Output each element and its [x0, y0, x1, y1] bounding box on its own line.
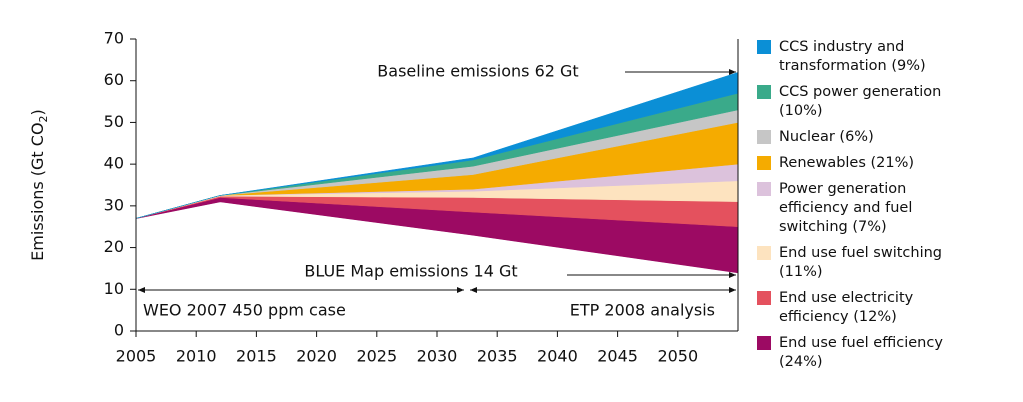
legend-label: Renewables (21%) [779, 155, 915, 171]
y-tick-label: 40 [104, 154, 124, 173]
legend-item: End use electricity efficiency (12%) [757, 289, 957, 327]
legend-swatch [757, 182, 771, 196]
x-tick-label: 2040 [537, 347, 578, 366]
legend-item: Nuclear (6%) [757, 128, 957, 147]
x-tick-label: 2025 [356, 347, 397, 366]
x-tick-label: 2045 [597, 347, 638, 366]
y-tick-label: 20 [104, 237, 124, 256]
annotation: BLUE Map emissions 14 Gt [304, 262, 517, 281]
x-tick-label: 2015 [236, 347, 277, 366]
legend-item: End use fuel switching (11%) [757, 244, 957, 282]
legend-item: CCS industry and transformation (9%) [757, 38, 957, 76]
x-tick-label: 2050 [657, 347, 698, 366]
x-tick-label: 2005 [116, 347, 157, 366]
y-tick-label: 60 [104, 70, 124, 89]
y-label-end: ) [28, 109, 47, 115]
y-tick-label: 0 [114, 321, 124, 340]
y-tick-label: 70 [104, 29, 124, 48]
legend-swatch [757, 85, 771, 99]
legend-item: Power generation efficiency and fuel swi… [757, 180, 957, 237]
areas [135, 72, 739, 274]
legend-item: End use fuel efficiency (24%) [757, 334, 957, 372]
y-tick-label: 30 [104, 195, 124, 214]
legend-label: CCS industry and transformation (9%) [779, 39, 926, 74]
legend-label: Nuclear (6%) [779, 129, 874, 145]
x-tick-label: 2010 [176, 347, 217, 366]
y-label: Emissions (Gt CO [28, 122, 47, 260]
legend-swatch [757, 156, 771, 170]
annotation: ETP 2008 analysis [570, 301, 715, 320]
legend: CCS industry and transformation (9%) CCS … [757, 38, 957, 372]
x-tick-label: 2035 [477, 347, 518, 366]
legend-swatch [757, 291, 771, 305]
legend-label: CCS power generation (10%) [779, 84, 942, 119]
annotation: Baseline emissions 62 Gt [377, 62, 578, 81]
legend-swatch [757, 130, 771, 144]
y-label-sub: 2 [37, 115, 50, 122]
y-tick-label: 10 [104, 279, 124, 298]
legend-swatch [757, 246, 771, 260]
legend-label: End use fuel efficiency (24%) [779, 335, 943, 370]
legend-item: CCS power generation (10%) [757, 83, 957, 121]
legend-label: End use fuel switching (11%) [779, 245, 943, 280]
legend-swatch [757, 40, 771, 54]
x-tick-label: 2030 [417, 347, 458, 366]
annotation: WEO 2007 450 ppm case [143, 301, 346, 320]
x-tick-label: 2020 [296, 347, 337, 366]
legend-item: Renewables (21%) [757, 154, 957, 173]
y-axis-title: Emissions (Gt CO2) [28, 109, 51, 261]
legend-swatch [757, 336, 771, 350]
legend-label: Power generation efficiency and fuel swi… [779, 181, 913, 235]
y-tick-label: 50 [104, 112, 124, 131]
legend-label: End use electricity efficiency (12%) [779, 290, 914, 325]
